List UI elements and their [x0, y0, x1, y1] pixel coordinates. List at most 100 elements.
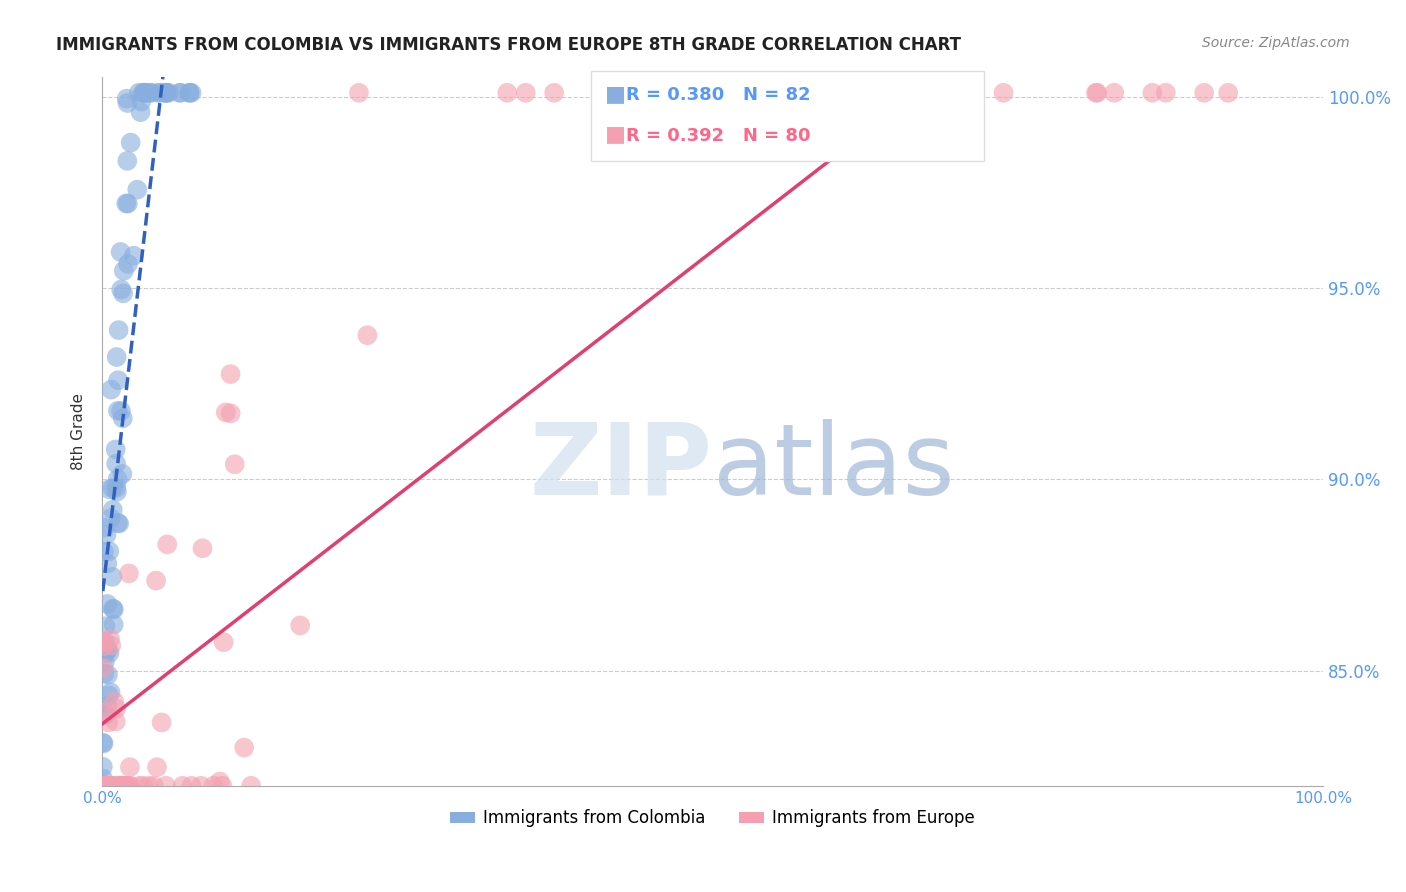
Y-axis label: 8th Grade: 8th Grade — [72, 393, 86, 470]
Immigrants from Europe — [105, 701, 128, 715]
Immigrants from Colombia — [96, 597, 118, 611]
Immigrants from Colombia — [107, 403, 129, 417]
Immigrants from Europe — [219, 367, 242, 381]
Immigrants from Colombia — [115, 92, 138, 106]
Immigrants from Europe — [94, 779, 117, 793]
Immigrants from Colombia — [105, 457, 128, 471]
Immigrants from Colombia — [96, 699, 118, 714]
Immigrants from Colombia — [100, 383, 122, 397]
Immigrants from Colombia — [169, 86, 191, 100]
Text: Source: ZipAtlas.com: Source: ZipAtlas.com — [1202, 36, 1350, 50]
Immigrants from Europe — [1192, 86, 1215, 100]
Immigrants from Europe — [155, 779, 177, 793]
Immigrants from Europe — [97, 715, 120, 730]
Immigrants from Europe — [94, 779, 117, 793]
Immigrants from Europe — [605, 86, 627, 100]
Immigrants from Europe — [94, 779, 117, 793]
Immigrants from Europe — [114, 779, 136, 793]
Immigrants from Colombia — [94, 646, 117, 660]
Immigrants from Europe — [628, 86, 651, 100]
Immigrants from Europe — [110, 779, 132, 793]
Immigrants from Europe — [110, 779, 132, 793]
Immigrants from Colombia — [110, 244, 132, 259]
Immigrants from Europe — [132, 779, 155, 793]
Immigrants from Colombia — [93, 521, 115, 535]
Immigrants from Europe — [208, 774, 231, 789]
Immigrants from Colombia — [169, 86, 191, 100]
Text: IMMIGRANTS FROM COLOMBIA VS IMMIGRANTS FROM EUROPE 8TH GRADE CORRELATION CHART: IMMIGRANTS FROM COLOMBIA VS IMMIGRANTS F… — [56, 36, 962, 54]
Immigrants from Colombia — [107, 373, 129, 387]
Immigrants from Europe — [180, 779, 202, 793]
Immigrants from Colombia — [103, 602, 125, 616]
Immigrants from Europe — [1154, 86, 1177, 100]
Immigrants from Colombia — [94, 655, 117, 669]
Immigrants from Europe — [98, 632, 121, 646]
Immigrants from Colombia — [93, 736, 115, 750]
Immigrants from Europe — [212, 635, 235, 649]
Immigrants from Colombia — [96, 557, 118, 571]
Immigrants from Europe — [156, 537, 179, 551]
Immigrants from Europe — [648, 86, 671, 100]
Immigrants from Europe — [111, 779, 134, 793]
Immigrants from Colombia — [117, 257, 139, 271]
Immigrants from Europe — [775, 86, 797, 100]
Immigrants from Colombia — [104, 442, 127, 457]
Immigrants from Europe — [101, 779, 124, 793]
Immigrants from Europe — [100, 779, 122, 793]
Immigrants from Europe — [103, 694, 125, 708]
Text: ZIP: ZIP — [530, 418, 713, 516]
Immigrants from Europe — [219, 406, 242, 420]
Immigrants from Colombia — [97, 667, 120, 681]
Immigrants from Europe — [146, 760, 169, 774]
Immigrants from Colombia — [148, 86, 170, 100]
Immigrants from Europe — [190, 779, 212, 793]
Immigrants from Europe — [138, 779, 160, 793]
Immigrants from Colombia — [110, 404, 132, 418]
Immigrants from Colombia — [100, 685, 122, 699]
Immigrants from Europe — [827, 86, 849, 100]
Immigrants from Europe — [172, 779, 194, 793]
Text: R = 0.380   N = 82: R = 0.380 N = 82 — [626, 87, 810, 104]
Immigrants from Colombia — [94, 707, 117, 722]
Immigrants from Europe — [215, 405, 238, 419]
Immigrants from Colombia — [155, 86, 177, 100]
Immigrants from Europe — [104, 714, 127, 729]
Text: ■: ■ — [605, 124, 626, 144]
Immigrants from Colombia — [93, 666, 115, 681]
Immigrants from Colombia — [98, 646, 121, 660]
Text: atlas: atlas — [713, 418, 955, 516]
Immigrants from Colombia — [132, 86, 155, 100]
Immigrants from Colombia — [101, 601, 124, 615]
Immigrants from Europe — [118, 779, 141, 793]
Immigrants from Colombia — [139, 86, 162, 100]
Immigrants from Europe — [111, 779, 134, 793]
Immigrants from Colombia — [105, 350, 128, 364]
Immigrants from Europe — [115, 779, 138, 793]
Immigrants from Colombia — [100, 511, 122, 525]
Immigrants from Europe — [101, 779, 124, 793]
Immigrants from Europe — [1218, 86, 1240, 100]
Immigrants from Colombia — [107, 472, 129, 486]
Immigrants from Europe — [93, 640, 115, 654]
Immigrants from Colombia — [97, 642, 120, 657]
Immigrants from Europe — [98, 779, 121, 793]
Immigrants from Colombia — [105, 481, 128, 495]
Immigrants from Colombia — [107, 516, 129, 530]
Immigrants from Europe — [94, 779, 117, 793]
Immigrants from Europe — [804, 86, 827, 100]
Immigrants from Colombia — [179, 86, 201, 100]
Immigrants from Colombia — [107, 323, 129, 337]
Immigrants from Colombia — [91, 772, 114, 786]
Immigrants from Colombia — [129, 105, 152, 120]
Immigrants from Colombia — [134, 86, 156, 100]
Immigrants from Colombia — [101, 481, 124, 495]
Immigrants from Europe — [150, 715, 173, 730]
Immigrants from Europe — [224, 457, 246, 471]
Immigrants from Europe — [233, 740, 256, 755]
Immigrants from Europe — [1142, 86, 1164, 100]
Immigrants from Colombia — [94, 635, 117, 649]
Immigrants from Europe — [104, 779, 127, 793]
Immigrants from Colombia — [108, 516, 131, 531]
Immigrants from Europe — [93, 706, 115, 720]
Immigrants from Europe — [100, 639, 122, 653]
